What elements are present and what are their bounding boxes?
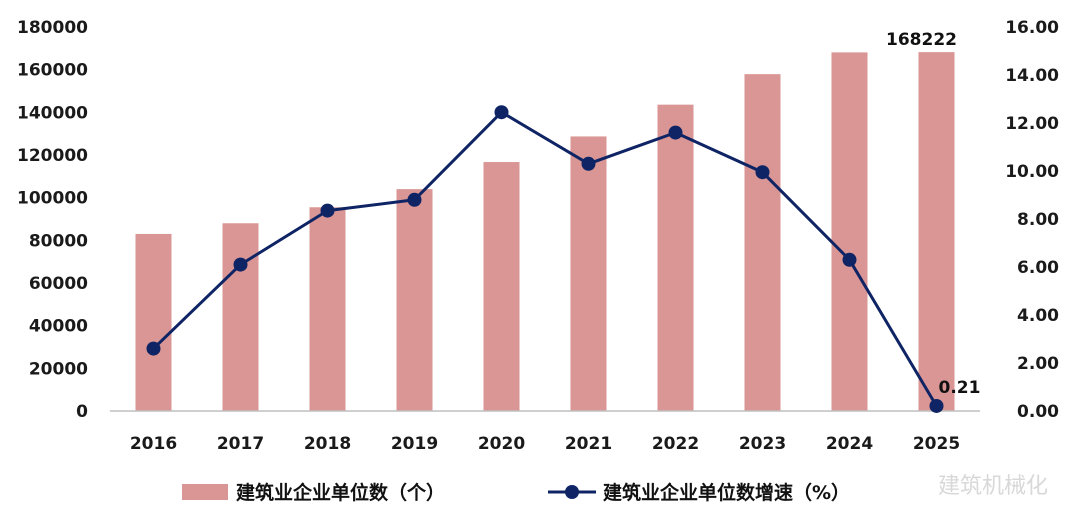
left-tick-label: 40000 bbox=[29, 317, 88, 337]
bar bbox=[483, 162, 520, 411]
bar bbox=[396, 189, 433, 411]
x-tick-label: 2021 bbox=[565, 434, 612, 454]
line-point bbox=[755, 165, 770, 180]
x-tick-label: 2016 bbox=[130, 434, 177, 454]
bar bbox=[309, 207, 346, 411]
bar-data-label: 168222 bbox=[886, 30, 957, 50]
right-axis-ticks: 0.00 2.00 4.00 6.00 8.00 10.00 12.00 14.00 16.00 bbox=[1005, 18, 1059, 422]
line-series bbox=[146, 105, 944, 413]
bar bbox=[918, 52, 955, 411]
right-tick-label: 4.00 bbox=[1017, 306, 1059, 326]
x-tick-label: 2023 bbox=[739, 434, 786, 454]
left-tick-label: 120000 bbox=[17, 146, 88, 166]
line-point bbox=[233, 257, 248, 272]
legend-bar-swatch bbox=[182, 484, 228, 500]
x-tick-label: 2018 bbox=[304, 434, 351, 454]
line-point bbox=[146, 341, 161, 356]
right-tick-label: 16.00 bbox=[1005, 18, 1059, 38]
left-tick-label: 140000 bbox=[17, 103, 88, 123]
left-axis-ticks: 0 20000 40000 60000 80000 100000 120000 140000 1… bbox=[17, 18, 88, 422]
watermark-text: 建筑机械化 bbox=[938, 474, 1048, 499]
right-tick-label: 8.00 bbox=[1017, 210, 1059, 230]
line-point bbox=[407, 192, 422, 207]
left-tick-label: 0 bbox=[76, 402, 88, 422]
legend-bar-label: 建筑业企业单位数（个） bbox=[236, 481, 445, 504]
right-tick-label: 10.00 bbox=[1005, 162, 1059, 182]
bar bbox=[570, 136, 607, 411]
bar bbox=[135, 233, 172, 411]
x-tick-label: 2020 bbox=[478, 434, 525, 454]
left-tick-label: 100000 bbox=[17, 189, 88, 209]
right-tick-label: 14.00 bbox=[1005, 66, 1059, 86]
right-tick-label: 6.00 bbox=[1017, 258, 1059, 278]
x-tick-label: 2022 bbox=[652, 434, 699, 454]
legend-line-label: 建筑业企业单位数增速（%） bbox=[603, 481, 850, 504]
legend: 建筑业企业单位数（个） 建筑业企业单位数增速（%） bbox=[182, 481, 850, 504]
right-tick-label: 12.00 bbox=[1005, 114, 1059, 134]
left-tick-label: 80000 bbox=[29, 231, 88, 251]
bar bbox=[657, 104, 694, 412]
left-tick-label: 160000 bbox=[17, 61, 88, 81]
bar-series bbox=[135, 52, 955, 412]
x-tick-label: 2017 bbox=[217, 434, 264, 454]
line-point bbox=[668, 125, 683, 140]
line-point bbox=[581, 156, 596, 171]
bar bbox=[744, 74, 781, 411]
x-tick-label: 2019 bbox=[391, 434, 438, 454]
right-tick-label: 0.00 bbox=[1017, 402, 1059, 422]
line-point bbox=[842, 252, 857, 267]
line-path bbox=[152, 110, 938, 407]
x-tick-label: 2024 bbox=[826, 434, 873, 454]
line-data-label: 0.21 bbox=[939, 378, 981, 398]
legend-line-marker bbox=[565, 485, 579, 499]
x-tick-label: 2025 bbox=[913, 434, 960, 454]
bar bbox=[831, 52, 868, 412]
x-axis-ticks: 2016 2017 2018 2019 2020 2021 2022 2023 2024 2025 bbox=[130, 434, 960, 454]
bar bbox=[222, 223, 259, 411]
line-point bbox=[320, 203, 335, 218]
left-tick-label: 180000 bbox=[17, 18, 88, 38]
line-point bbox=[494, 105, 509, 120]
left-tick-label: 60000 bbox=[29, 274, 88, 294]
data-labels: 168222 0.21 bbox=[886, 30, 980, 398]
left-tick-label: 20000 bbox=[29, 359, 88, 379]
line-point bbox=[929, 398, 944, 413]
right-tick-label: 2.00 bbox=[1017, 354, 1059, 374]
